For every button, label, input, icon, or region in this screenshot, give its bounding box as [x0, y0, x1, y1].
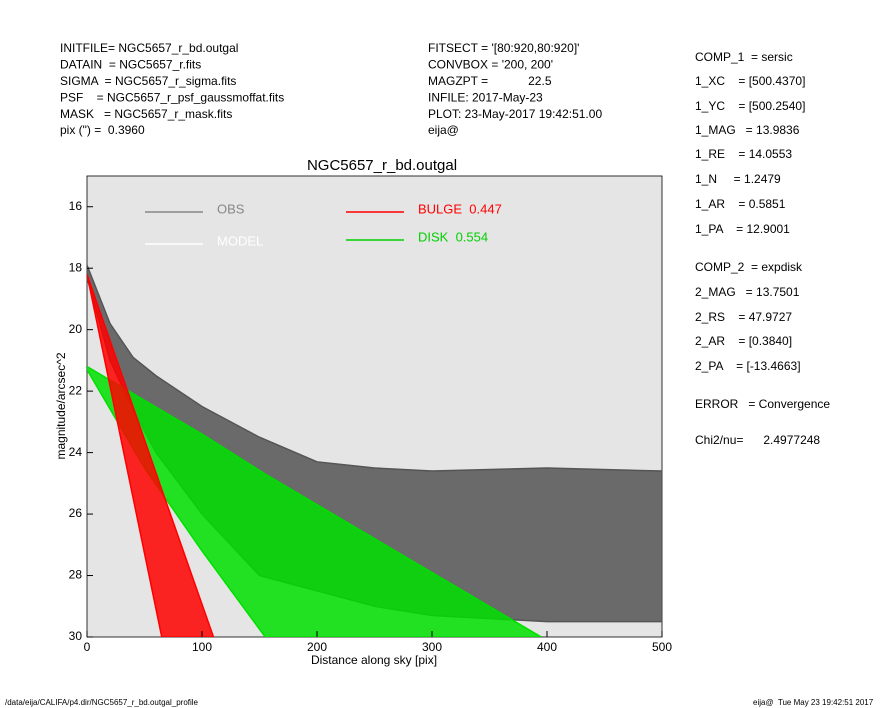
plot-data — [87, 264, 662, 637]
header-line: pix (") = 0.3960 — [60, 123, 145, 137]
header-line: PSF = NGC5657_r_psf_gaussmoffat.fits — [60, 90, 284, 104]
fit-parameter: 1_XC = [500.4370] — [695, 74, 805, 88]
band-lower-edge — [87, 274, 215, 637]
fit-parameter: 1_RE = 14.0553 — [695, 147, 792, 161]
header-line: PLOT: 23-May-2017 19:42:51.00 — [428, 107, 602, 121]
y-tick-label: 22 — [69, 383, 83, 397]
header-line: MASK = NGC5657_r_mask.fits — [60, 107, 232, 121]
fit-parameter: 2_PA = [-13.4663] — [695, 359, 801, 373]
fit-parameter: COMP_1 = sersic — [695, 50, 793, 64]
y-tick-label: 30 — [69, 629, 83, 643]
fit-parameter: 1_YC = [500.2540] — [695, 99, 805, 113]
band-upper-edge — [87, 274, 214, 637]
header-line: CONVBOX = '200, 200' — [428, 58, 553, 72]
fit-parameter: 1_N = 1.2479 — [695, 172, 781, 186]
header-line: DATAIN = NGC5657_r.fits — [60, 58, 201, 72]
x-tick-label: 400 — [537, 640, 557, 654]
x-tick-label: 200 — [307, 640, 327, 654]
fit-parameter: 2_MAG = 13.7501 — [695, 285, 800, 299]
band-fill — [87, 274, 214, 637]
fit-parameter: 1_AR = 0.5851 — [695, 197, 786, 211]
y-tick-label: 28 — [69, 568, 83, 582]
y-tick-label: 24 — [69, 445, 83, 459]
fit-parameter: COMP_2 = expdisk — [695, 260, 803, 274]
footer-user: eija@ Tue May 23 19:42:51 2017 — [753, 698, 874, 707]
x-tick-label: 300 — [422, 640, 442, 654]
footer-path: /data/eija/CALIFA/p4.dir/NGC5657_r_bd.ou… — [5, 698, 199, 707]
fit-parameter: 1_PA = 12.9001 — [695, 222, 790, 236]
legend-label: OBS — [217, 201, 245, 216]
band-upper-edge — [87, 365, 542, 637]
x-tick-label: 100 — [192, 640, 212, 654]
y-tick-label: 20 — [69, 322, 83, 336]
header-line: MAGZPT = 22.5 — [428, 74, 552, 88]
fit-parameter: 2_RS = 47.9727 — [695, 310, 792, 324]
legend-label: BULGE 0.447 — [418, 201, 502, 216]
fit-parameter: 2_AR = [0.3840] — [695, 334, 792, 348]
y-axis-label: magnitude/arcsec^2 — [54, 352, 68, 459]
x-tick-label: 0 — [84, 640, 91, 654]
header-line: FITSECT = '[80:920,80:920]' — [428, 41, 579, 55]
y-tick-label: 26 — [69, 506, 83, 520]
fit-parameter: ERROR = Convergence — [695, 397, 830, 411]
fit-parameter: Chi2/nu= 2.4977248 — [695, 433, 820, 447]
header-line: INITFILE= NGC5657_r_bd.outgal — [60, 41, 238, 55]
y-tick-label: 18 — [69, 260, 83, 274]
x-axis-label: Distance along sky [pix] — [311, 653, 437, 667]
header-line: SIGMA = NGC5657_r_sigma.fits — [60, 74, 236, 88]
legend-label: DISK 0.554 — [418, 229, 488, 244]
x-tick-label: 500 — [652, 640, 672, 654]
y-tick-label: 16 — [69, 199, 83, 213]
chart-title: NGC5657_r_bd.outgal — [307, 157, 457, 174]
legend-label: MODEL — [217, 233, 263, 248]
fit-parameter: 1_MAG = 13.9836 — [695, 123, 800, 137]
band-upper-edge — [87, 264, 662, 472]
header-line: eija@ — [428, 123, 459, 137]
header-line: INFILE: 2017-May-23 — [428, 90, 543, 104]
